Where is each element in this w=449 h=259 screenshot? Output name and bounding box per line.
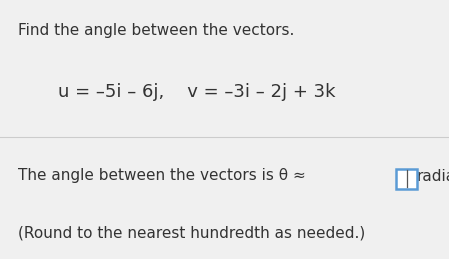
Text: (Round to the nearest hundredth as needed.): (Round to the nearest hundredth as neede…: [18, 225, 365, 240]
Text: Find the angle between the vectors.: Find the angle between the vectors.: [18, 23, 295, 38]
Text: radian(s).: radian(s).: [417, 168, 449, 183]
Text: u = –5i – 6j,    v = –3i – 2j + 3k: u = –5i – 6j, v = –3i – 2j + 3k: [58, 83, 336, 101]
Text: The angle between the vectors is θ ≈: The angle between the vectors is θ ≈: [18, 168, 311, 183]
FancyBboxPatch shape: [396, 169, 417, 189]
